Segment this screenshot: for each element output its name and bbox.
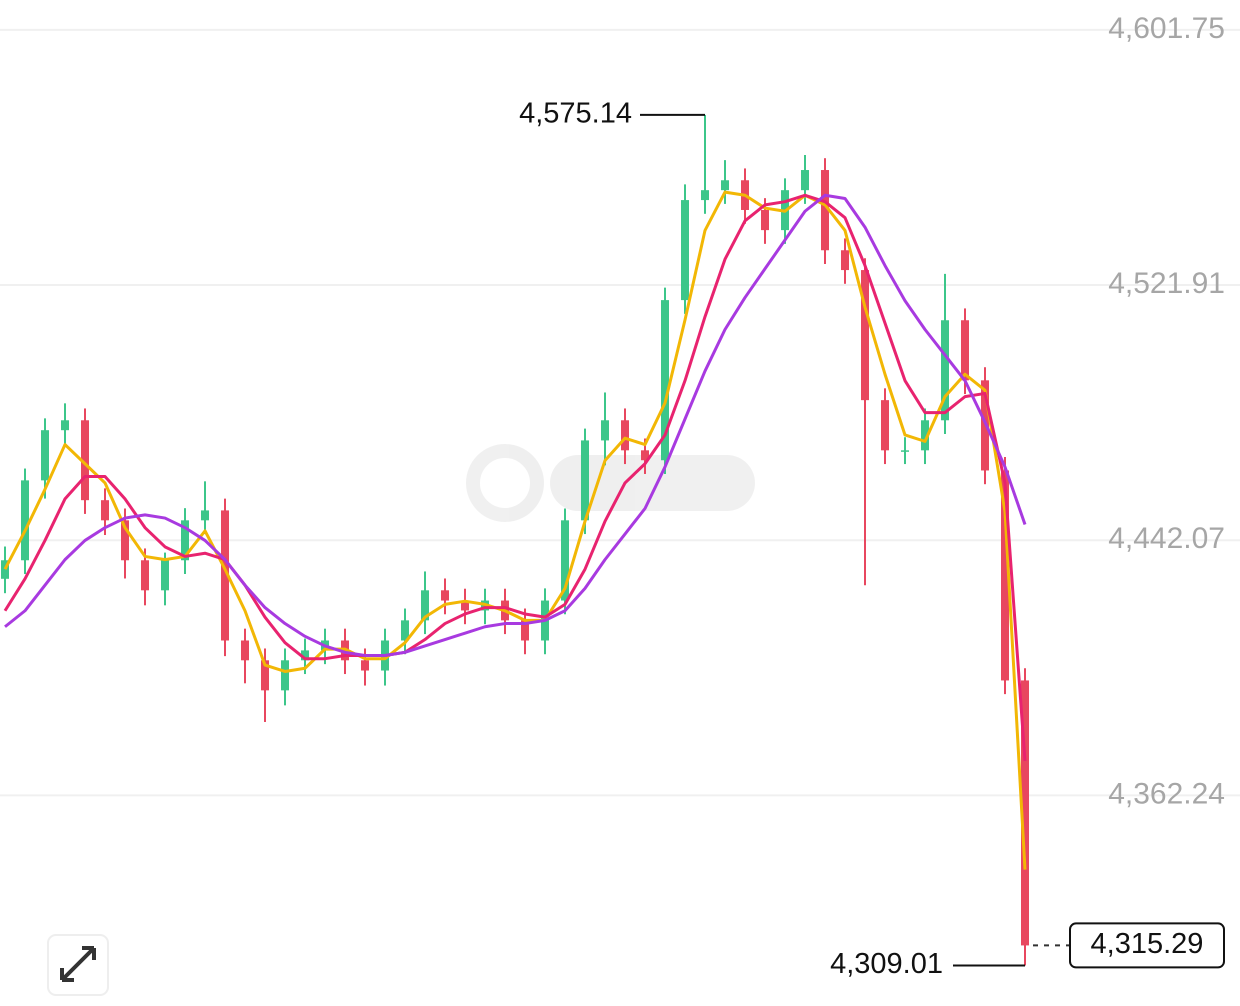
candle-body xyxy=(41,430,49,481)
y-tick-label: 4,601.75 xyxy=(1108,12,1225,45)
candle-body xyxy=(421,590,429,621)
candle-body xyxy=(721,180,729,191)
candle-body xyxy=(961,320,969,381)
candle-body xyxy=(281,660,289,691)
candle-body xyxy=(141,560,149,591)
candle-body xyxy=(201,510,209,521)
candle-body xyxy=(401,620,409,641)
candle-body xyxy=(921,420,929,451)
candle-body xyxy=(121,520,129,561)
candle-body xyxy=(181,520,189,561)
candle-body xyxy=(881,400,889,451)
candle-body xyxy=(261,660,269,691)
ma-line xyxy=(4,193,1027,658)
candle-body xyxy=(521,620,529,641)
last-price-box xyxy=(1069,922,1225,969)
candle-body xyxy=(581,440,589,521)
candle-body xyxy=(241,640,249,661)
candle-body xyxy=(621,420,629,451)
candle-body xyxy=(461,600,469,611)
candle-body xyxy=(1021,680,1029,946)
candle-body xyxy=(101,500,109,521)
y-tick-label: 4,362.24 xyxy=(1108,777,1225,810)
candle-body xyxy=(861,270,869,401)
candle-body xyxy=(81,420,89,501)
candle-body xyxy=(161,560,169,591)
low-label: 4,309.01 xyxy=(830,948,943,980)
candle-body xyxy=(301,650,309,661)
high-label: 4,575.14 xyxy=(519,98,632,130)
last-price-label: 4,315.29 xyxy=(1091,928,1204,960)
candle-body xyxy=(441,590,449,601)
candle-body xyxy=(801,170,809,191)
candle-body xyxy=(61,420,69,431)
candle-body xyxy=(361,660,369,671)
ma-line xyxy=(3,193,1027,762)
candle-body xyxy=(21,480,29,561)
candle-body xyxy=(941,320,949,421)
candle-body xyxy=(761,209,769,231)
candle-body xyxy=(561,520,569,601)
candle-body xyxy=(821,170,829,251)
expand-button[interactable] xyxy=(47,934,109,996)
candle-body xyxy=(601,420,609,441)
ma-line xyxy=(3,190,1027,870)
candle-body xyxy=(701,190,709,201)
candle-body xyxy=(641,450,649,461)
candle-body xyxy=(681,200,689,301)
candle-body xyxy=(1,560,9,579)
y-tick-label: 4,442.07 xyxy=(1108,522,1225,555)
candle-body xyxy=(901,450,909,452)
y-tick-label: 4,521.91 xyxy=(1108,267,1225,300)
candle-body xyxy=(221,510,229,641)
candle-body xyxy=(841,250,849,271)
candle-body xyxy=(661,300,669,461)
candle-body xyxy=(1001,470,1009,681)
